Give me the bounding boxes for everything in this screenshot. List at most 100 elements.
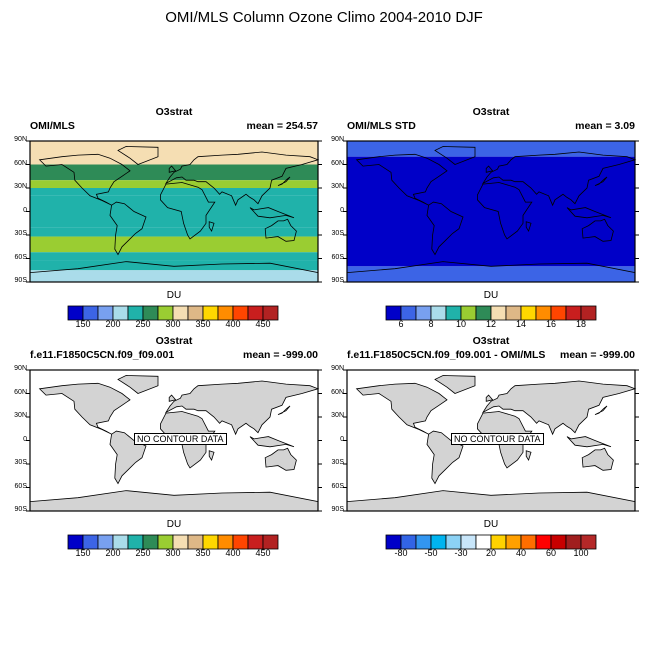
colorbar-label: 14 [515, 319, 526, 329]
colorbar-label: 250 [135, 319, 151, 329]
coastline [277, 405, 291, 415]
panel-title: O3strat [155, 335, 193, 347]
lat-tick-label: 90S [331, 506, 344, 513]
panel-mean-label: mean = -999.00 [242, 349, 318, 361]
coastline [581, 447, 614, 471]
panel-left-label: f.e11.F1850C5CN.f09_f09.001 [30, 349, 175, 361]
colorbar-label: 200 [105, 548, 121, 558]
lat-tick-label: 30S [331, 230, 344, 237]
colorbar-swatch [67, 534, 84, 550]
colorbar-swatch [247, 305, 264, 321]
coastline [264, 447, 297, 471]
coastline [355, 153, 448, 206]
coastline [594, 176, 608, 186]
coastline [277, 176, 291, 186]
colorbar-swatch [385, 534, 402, 550]
coastline [566, 436, 612, 448]
colorbar-swatch [550, 534, 567, 550]
colorbar-swatch [232, 305, 249, 321]
colorbar-swatch [67, 305, 84, 321]
coastline [525, 450, 532, 462]
lat-tick-label: 0 [340, 435, 344, 443]
lat-tick-label: 60S [14, 253, 27, 261]
units-label: DU [166, 519, 182, 530]
lat-tick-label: 90N [14, 365, 27, 372]
colorbar-label: -30 [454, 548, 468, 558]
coastline [159, 182, 216, 240]
coastline [117, 375, 159, 394]
no-contour-label: NO CONTOUR DATA [451, 433, 544, 445]
coastline [525, 221, 532, 233]
panel-title: O3strat [472, 106, 510, 118]
units-label: DU [166, 290, 182, 301]
colorbar-swatch [97, 534, 114, 550]
colorbar-swatch [490, 305, 507, 321]
units-label: DU [483, 519, 499, 530]
colorbar-swatch [232, 534, 249, 550]
lat-tick-label: 30S [331, 459, 344, 466]
lat-tick-label: 60S [14, 482, 27, 490]
colorbar-swatch [187, 534, 204, 550]
panel-title: O3strat [155, 106, 193, 118]
colorbar-swatch [400, 534, 417, 550]
coastline [164, 380, 320, 436]
colorbar [385, 305, 597, 321]
colorbar-swatch [490, 534, 507, 550]
colorbar-label: 16 [545, 319, 556, 329]
contour-band [30, 188, 318, 196]
lat-tick-label: 60N [14, 388, 27, 396]
colorbar-label: 60 [545, 548, 556, 558]
contour-band [30, 260, 318, 271]
colorbar-label: -50 [424, 548, 438, 558]
coastline [38, 382, 131, 435]
colorbar-swatch [565, 534, 582, 550]
colorbar-swatch [82, 305, 99, 321]
map-plot [343, 369, 639, 512]
units-label: DU [483, 290, 499, 301]
colorbar-swatch [262, 305, 279, 321]
coastline [481, 380, 637, 436]
lat-tick-label: 90S [14, 277, 27, 284]
colorbar-swatch [460, 305, 477, 321]
colorbar-label: 100 [573, 548, 589, 558]
coastline [249, 436, 295, 448]
main-title: OMI/MLS Column Ozone Climo 2004-2010 DJF [165, 9, 483, 26]
colorbar-label: 150 [75, 548, 91, 558]
colorbar-label: 8 [428, 319, 434, 329]
colorbar-label: 250 [135, 548, 151, 558]
colorbar-label: 350 [195, 319, 211, 329]
colorbar-swatch [580, 305, 597, 321]
colorbar-label: 12 [485, 319, 496, 329]
lat-tick-label: 60N [14, 159, 27, 167]
colorbar-swatch [112, 305, 129, 321]
coastline [168, 165, 177, 173]
lat-tick-label: 60N [331, 159, 344, 167]
colorbar-label: 20 [485, 548, 496, 558]
contour-band [30, 236, 318, 253]
panel-mean-label: mean = -999.00 [559, 349, 635, 361]
colorbar-swatch [535, 534, 552, 550]
contour-band [347, 266, 635, 282]
lat-tick-label: 60S [331, 253, 344, 261]
lat-tick-label: 30N [331, 183, 344, 190]
lat-tick-label: 30N [331, 412, 344, 419]
colorbar-swatch [520, 534, 537, 550]
colorbar-swatch [460, 534, 477, 550]
colorbar-swatch [550, 305, 567, 321]
colorbar-swatch [505, 305, 522, 321]
colorbar-swatch [202, 305, 219, 321]
contour-band [30, 252, 318, 261]
panel-left-label: OMI/MLS STD [347, 120, 416, 132]
coastline [249, 207, 295, 219]
contour-band [347, 141, 635, 157]
colorbar [385, 534, 597, 550]
colorbar-label: 18 [575, 319, 586, 329]
coastline [566, 207, 612, 219]
colorbar-swatch [400, 305, 417, 321]
colorbar-swatch [202, 534, 219, 550]
colorbar-swatch [157, 305, 174, 321]
colorbar-swatch [187, 305, 204, 321]
colorbar [67, 534, 279, 550]
panel-mean-label: mean = 3.09 [575, 120, 635, 132]
colorbar-label: 450 [255, 548, 271, 558]
